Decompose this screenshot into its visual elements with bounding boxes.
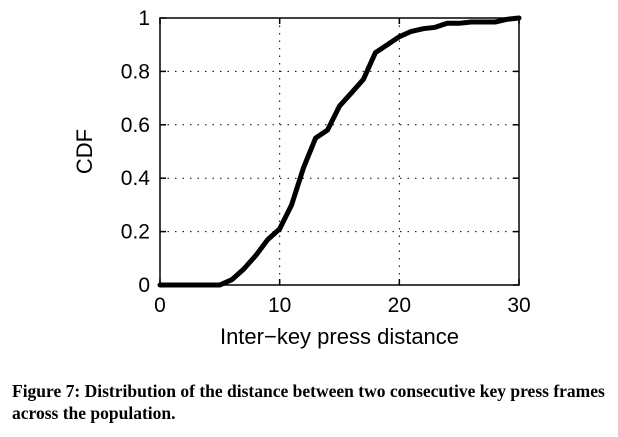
x-tick-label: 30 <box>507 294 530 317</box>
x-tick-label: 0 <box>154 294 166 317</box>
grid-lines <box>160 18 519 285</box>
y-axis-label: CDF <box>72 129 97 174</box>
figure-caption: Figure 7: Distribution of the distance b… <box>12 381 605 423</box>
x-tick-label: 10 <box>268 294 291 317</box>
y-tick-label: 0.6 <box>121 114 150 137</box>
y-tick-label: 0.8 <box>121 60 150 83</box>
tick-labels: 0 10 20 30 0 0.2 0.4 0.6 0.8 1 <box>121 7 531 317</box>
y-tick-label: 1 <box>138 7 150 30</box>
x-axis-label: Inter−key press distance <box>220 324 459 349</box>
y-tick-label: 0.2 <box>121 221 150 244</box>
cdf-series-line <box>157 15 522 288</box>
plot-frame <box>159 17 520 286</box>
axis-ticks <box>159 17 520 286</box>
cdf-chart: 0 10 20 30 0 0.2 0.4 0.6 0.8 1 Inter−key press di… <box>72 7 531 349</box>
x-tick-label: 20 <box>388 294 411 317</box>
y-tick-label: 0 <box>138 274 150 297</box>
y-tick-label: 0.4 <box>121 167 151 190</box>
